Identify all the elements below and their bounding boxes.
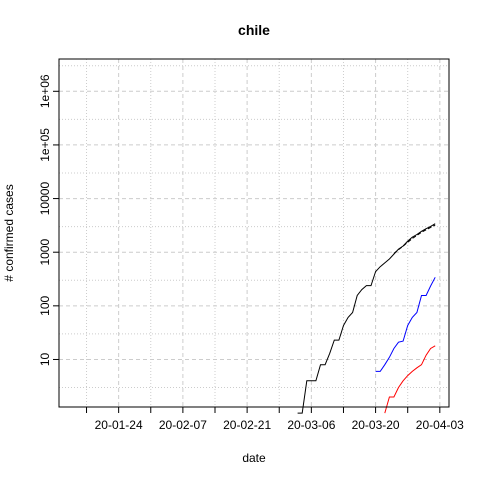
y-tick-label: 1000 [38, 239, 52, 266]
x-tick-label: 20-02-07 [159, 418, 207, 432]
y-tick-label: 1e+06 [38, 74, 52, 108]
series-line-1 [393, 224, 436, 254]
x-tick-label: 20-03-06 [287, 418, 335, 432]
y-tick-label: 1e+05 [38, 128, 52, 162]
series-line-3 [384, 345, 436, 414]
y-tick-label: 100 [38, 296, 52, 316]
series-lines [297, 223, 436, 414]
x-axis-label: date [242, 451, 266, 465]
x-axis: 20-01-24 20-02-07 20-02-21 20-03-06 20-03-20… [86, 406, 464, 432]
x-tick-label: 20-01-24 [95, 418, 143, 432]
x-tick-label: 20-04-03 [416, 418, 464, 432]
y-axis-label: # confirmed cases [2, 184, 16, 281]
series-line-0 [297, 223, 436, 414]
chart-title: chile [238, 22, 270, 38]
x-tick-label: 20-03-20 [352, 418, 400, 432]
y-tick-label: 10000 [38, 182, 52, 216]
grid [59, 59, 449, 407]
y-tick-label: 10 [38, 352, 52, 366]
series-line-2 [375, 277, 436, 372]
y-axis: 10 100 1000 10000 1e+05 1e+06 [38, 74, 59, 366]
x-tick-label: 20-02-21 [223, 418, 271, 432]
